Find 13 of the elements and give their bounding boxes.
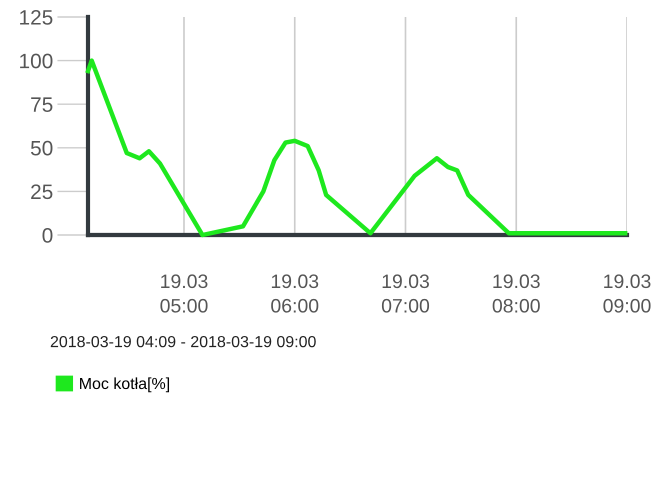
- y-tick-label: 25: [31, 184, 52, 200]
- y-tick-label: 50: [30, 140, 52, 156]
- text: 2018-03-19 04:09 - 2018-03-19 09:00: [50, 336, 316, 348]
- y-tick-label: 125: [20, 10, 52, 25]
- x-tick-label: 19.03 05:00: [160, 274, 208, 313]
- y-tick-label: 0: [42, 228, 52, 243]
- x-tick-label: 19.03 07:00: [382, 274, 430, 313]
- x-tick-label: 19.03 08:00: [492, 274, 540, 313]
- y-tick-label: 100: [20, 54, 52, 68]
- x-tick-label: 19.03 06:00: [271, 274, 318, 313]
- legend-label: Moc kotła[%]: [80, 377, 170, 392]
- y-tick-label: 75: [31, 97, 52, 112]
- x-tick-label: 19.03 09:00: [603, 274, 651, 313]
